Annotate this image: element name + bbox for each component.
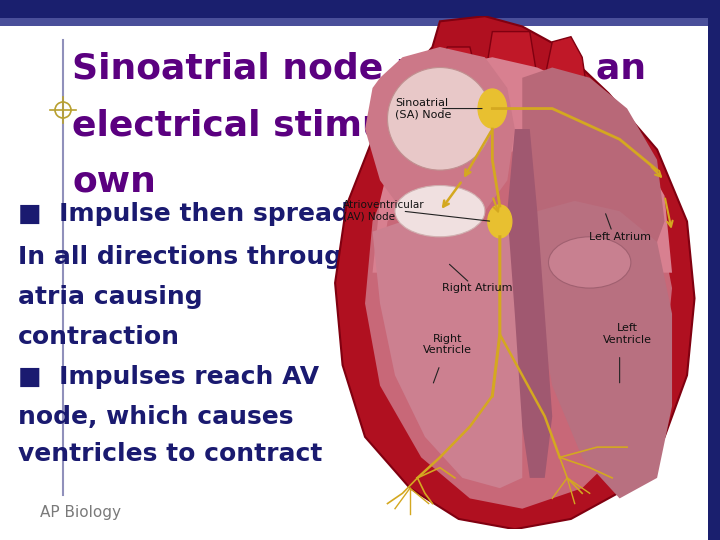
Bar: [708, 0, 720, 540]
Text: node, which causes: node, which causes: [18, 405, 294, 429]
Circle shape: [478, 89, 507, 128]
Polygon shape: [508, 129, 552, 478]
Polygon shape: [545, 37, 590, 129]
Text: ventricles to contract: ventricles to contract: [18, 442, 323, 466]
Text: Right
Ventricle: Right Ventricle: [423, 334, 472, 355]
Polygon shape: [372, 57, 672, 273]
Text: electrical stimulation on its: electrical stimulation on its: [72, 108, 631, 142]
Text: ■  Impulse then spreads: ■ Impulse then spreads: [18, 202, 364, 226]
Text: Left Atrium: Left Atrium: [589, 232, 651, 242]
Text: Left
Ventricle: Left Ventricle: [603, 323, 652, 345]
Polygon shape: [425, 47, 485, 180]
Text: own: own: [72, 164, 156, 198]
Text: Right Atrium: Right Atrium: [442, 283, 513, 293]
Text: AP Biology: AP Biology: [40, 505, 121, 520]
Polygon shape: [485, 31, 537, 139]
Text: Atrioventricular
(AV) Node: Atrioventricular (AV) Node: [343, 200, 424, 222]
Polygon shape: [365, 68, 672, 509]
Bar: [0, 0, 720, 18]
Polygon shape: [522, 68, 665, 283]
Circle shape: [488, 205, 512, 238]
Ellipse shape: [549, 237, 631, 288]
Polygon shape: [372, 221, 522, 488]
Text: ■  Impulses reach AV: ■ Impulses reach AV: [18, 365, 319, 389]
Bar: [0, 18, 720, 26]
Ellipse shape: [395, 186, 485, 237]
Polygon shape: [530, 201, 672, 498]
Text: In all directions through: In all directions through: [18, 245, 360, 269]
Text: contraction: contraction: [18, 325, 180, 349]
Ellipse shape: [387, 68, 492, 170]
Text: Sinoatrial node produces an: Sinoatrial node produces an: [72, 52, 646, 86]
Text: atria causing: atria causing: [18, 285, 202, 309]
Polygon shape: [335, 16, 695, 529]
Text: Sinoatrial
(SA) Node: Sinoatrial (SA) Node: [395, 98, 451, 119]
Polygon shape: [365, 47, 515, 232]
